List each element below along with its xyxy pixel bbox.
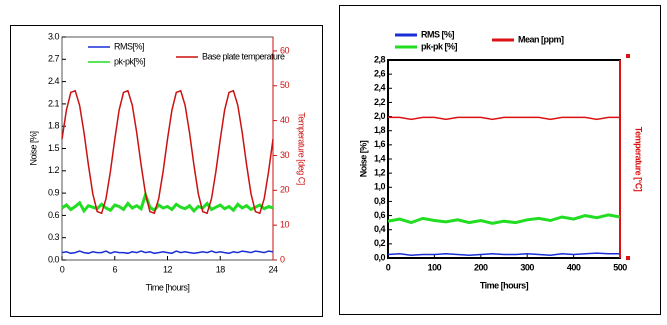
y-tick-label: 0.0 bbox=[48, 254, 60, 264]
legend-label: pk-pk [%] bbox=[421, 41, 458, 51]
y-tick-label: 2.7 bbox=[48, 54, 60, 64]
y-axis-label: Noise [%] bbox=[28, 131, 38, 165]
y-tick-label: 1,8 bbox=[374, 125, 386, 135]
y-tick-label: 3.0 bbox=[48, 31, 60, 41]
x-axis-label: Time [hours] bbox=[146, 282, 190, 292]
legend-label: Base plate temperature bbox=[202, 51, 285, 61]
series-line bbox=[61, 89, 274, 215]
x-tick-label: 6 bbox=[112, 264, 117, 274]
y-tick-label: 0.3 bbox=[48, 232, 60, 242]
x-tick-label: 24 bbox=[268, 264, 278, 274]
x-axis-label: Time [hours] bbox=[480, 280, 529, 290]
y-tick-label: 1,2 bbox=[374, 168, 386, 178]
y-tick-label: 1,6 bbox=[374, 139, 386, 149]
y-tick-label: 1,0 bbox=[374, 182, 386, 192]
y-tick-label: 2,2 bbox=[374, 97, 386, 107]
y-tick-label: 0,4 bbox=[374, 224, 386, 234]
y-tick-label: 0.9 bbox=[48, 187, 60, 197]
plot-area bbox=[387, 59, 621, 259]
x-tick-label: 0 bbox=[386, 262, 391, 272]
y2-tick-label: 20 bbox=[280, 185, 290, 195]
x-tick-label: 300 bbox=[520, 262, 534, 272]
y-tick-label: 0,0 bbox=[374, 252, 386, 262]
y-tick-label: 1,4 bbox=[374, 153, 386, 163]
y-tick-label: 1.8 bbox=[48, 121, 60, 131]
y2-tick-label: 60 bbox=[280, 45, 290, 55]
legend-label: pk-pk[%] bbox=[114, 56, 145, 66]
y-tick-label: 0.6 bbox=[48, 210, 60, 220]
y-tick-label: 2.1 bbox=[48, 98, 60, 108]
x-tick-label: 12 bbox=[163, 264, 173, 274]
series-line bbox=[387, 213, 621, 225]
x-tick-label: 200 bbox=[474, 262, 488, 272]
y2-end-mark bbox=[626, 54, 630, 58]
y-tick-label: 2,0 bbox=[374, 111, 386, 121]
x-tick-label: 500 bbox=[613, 262, 627, 272]
legend-label: RMS[%] bbox=[114, 41, 144, 51]
y2-end-mark bbox=[626, 256, 630, 260]
y2-tick-label: 30 bbox=[280, 150, 290, 160]
y-tick-label: 0,2 bbox=[374, 238, 386, 248]
y-tick-label: 1.2 bbox=[48, 165, 60, 175]
y-tick-label: 2,4 bbox=[374, 83, 386, 93]
y2-tick-label: 10 bbox=[280, 220, 290, 230]
y2-tick-label: 50 bbox=[280, 80, 290, 90]
y2-axis-label: Temperature [deg C] bbox=[297, 112, 307, 185]
left-frame bbox=[10, 25, 323, 317]
y-tick-label: 0,6 bbox=[374, 210, 386, 220]
x-tick-label: 100 bbox=[428, 262, 442, 272]
series-line bbox=[387, 252, 620, 256]
y2-tick-label: 0 bbox=[280, 254, 285, 264]
legend-label: RMS [%] bbox=[421, 29, 454, 39]
right-frame bbox=[339, 5, 661, 315]
x-tick-label: 400 bbox=[567, 262, 581, 272]
series-line bbox=[61, 250, 274, 255]
y2-axis-label: Temperature [°C] bbox=[634, 127, 644, 192]
x-tick-label: 0 bbox=[60, 264, 65, 274]
y-axis-label: Noise [%] bbox=[358, 140, 368, 177]
x-tick-label: 18 bbox=[216, 264, 226, 274]
y-tick-label: 0,8 bbox=[374, 196, 386, 206]
series-line bbox=[388, 116, 620, 121]
y-tick-label: 2,8 bbox=[374, 54, 386, 64]
y-tick-label: 1.5 bbox=[48, 143, 60, 153]
y-tick-label: 2.4 bbox=[48, 76, 60, 86]
y2-tick-label: 40 bbox=[280, 115, 290, 125]
plot-area bbox=[61, 36, 274, 261]
y-tick-label: 2,6 bbox=[374, 69, 386, 79]
legend-label: Mean [ppm] bbox=[518, 34, 564, 44]
